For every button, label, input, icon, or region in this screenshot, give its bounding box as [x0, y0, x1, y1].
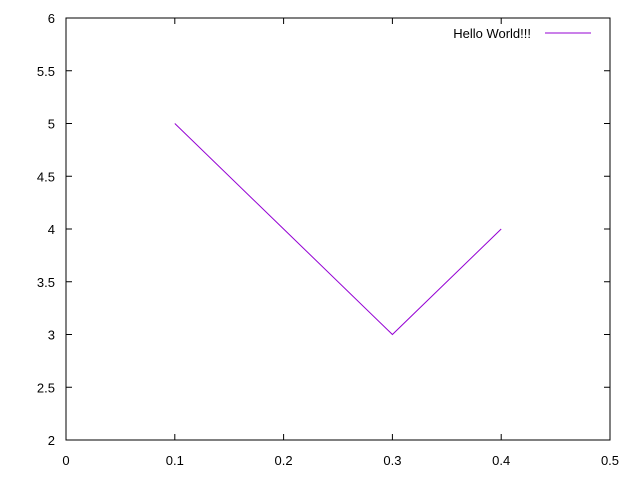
series-layer [174, 123, 502, 336]
y-tick-label: 2 [48, 433, 55, 448]
y-tick-label: 4.5 [37, 169, 55, 184]
y-tick-label: 3 [48, 328, 55, 343]
x-tick-label: 0.3 [383, 453, 401, 468]
y-tick-label: 6 [48, 11, 55, 26]
y-tick-label: 3.5 [37, 275, 55, 290]
x-tick-label: 0.4 [492, 453, 510, 468]
x-tick-label: 0.2 [275, 453, 293, 468]
axis-ticks [65, 17, 611, 441]
y-tick-label: 4 [48, 222, 55, 237]
series-line-0 [174, 123, 502, 336]
axis-tick-labels: 0 0.1 0.2 0.3 0.4 0.5 2 2.5 3 3.5 4 4.5 5 5.5 6 [37, 11, 619, 468]
plot-frame [65, 17, 611, 441]
y-tick-label: 2.5 [37, 380, 55, 395]
legend-entry-label: Hello World!!! [453, 26, 531, 41]
x-tick-label: 0.1 [166, 453, 184, 468]
y-tick-label: 5 [48, 117, 55, 132]
x-tick-label: 0.5 [601, 453, 619, 468]
legend: Hello World!!! [453, 26, 591, 41]
y-tick-label: 5.5 [37, 64, 55, 79]
x-tick-label: 0 [62, 453, 69, 468]
